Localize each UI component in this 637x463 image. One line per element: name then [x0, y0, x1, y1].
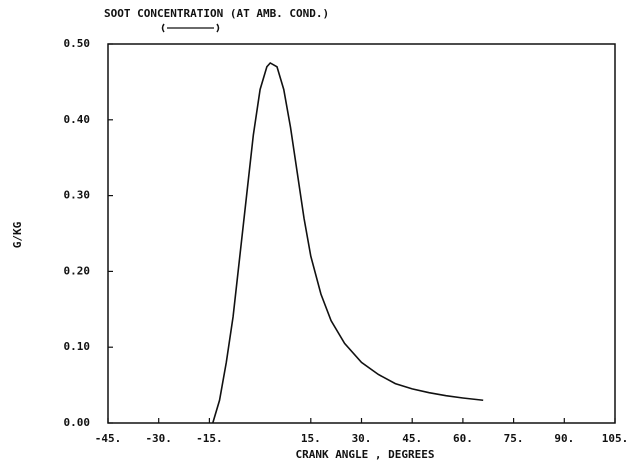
x-tick-label: 30. — [352, 432, 372, 445]
x-axis-label: CRANK ANGLE , DEGREES — [295, 448, 434, 461]
y-tick-label: 0.40 — [64, 113, 91, 126]
x-tick-label: -45. — [95, 432, 122, 445]
legend-swatch — [161, 23, 220, 33]
y-tick-label: 0.10 — [64, 340, 91, 353]
line-series — [212, 61, 484, 424]
legend-paren — [216, 23, 220, 33]
legend-paren — [161, 23, 165, 33]
chart-title: SOOT CONCENTRATION (AT AMB. COND.) — [104, 7, 329, 20]
plot-frame — [107, 43, 616, 424]
y-tick-label: 0.30 — [64, 189, 91, 202]
y-tick-label: 0.00 — [64, 416, 91, 429]
x-tick-label: 75. — [504, 432, 524, 445]
x-tick-label: 90. — [554, 432, 574, 445]
y-axis-label: G/KG — [11, 221, 24, 248]
x-tick-label: -30. — [145, 432, 172, 445]
y-tick-label: 0.20 — [64, 264, 91, 277]
x-tick-label: 15. — [301, 432, 321, 445]
y-tick-label: 0.50 — [64, 37, 91, 50]
x-tick-label: 105. — [602, 432, 629, 445]
x-tick-label: 60. — [453, 432, 473, 445]
x-tick-label: -15. — [196, 432, 223, 445]
x-tick-label: 45. — [402, 432, 422, 445]
